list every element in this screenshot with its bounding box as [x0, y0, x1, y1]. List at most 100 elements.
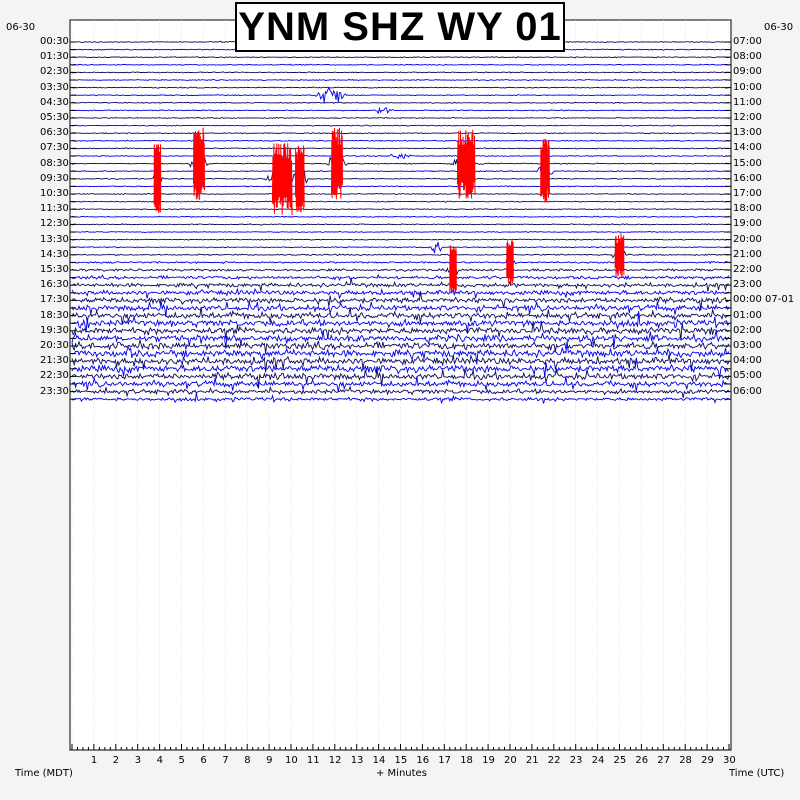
seismic-trace — [71, 200, 730, 203]
seismic-trace — [71, 273, 730, 282]
x-tick-label: 9 — [266, 755, 273, 766]
x-tick-label: 11 — [306, 755, 320, 766]
x-tick-label: 16 — [416, 755, 430, 766]
time-label-mdt: 04:30 — [40, 96, 69, 108]
seismic-trace — [71, 278, 730, 292]
time-label-utc: 07:00 — [733, 36, 762, 47]
highlighted-event — [193, 127, 205, 200]
x-tick-label: 8 — [244, 755, 251, 766]
seismic-trace — [71, 101, 730, 104]
seismic-trace — [71, 321, 730, 341]
time-label-utc: 23:00 — [733, 279, 762, 291]
highlighted-event — [331, 127, 343, 200]
time-label-utc: 18:00 — [733, 203, 762, 215]
highlighted-event — [153, 144, 162, 213]
x-tick-label: 20 — [504, 755, 517, 766]
seismic-trace — [71, 339, 730, 354]
time-label-mdt: 16:30 — [40, 279, 69, 291]
seismic-trace — [72, 223, 730, 226]
time-label-mdt: 06:30 — [40, 127, 69, 139]
time-label-mdt: 03:30 — [40, 81, 69, 93]
time-label-mdt: 18:30 — [40, 309, 69, 321]
time-label-mdt: 09:30 — [40, 172, 69, 184]
time-label-utc: 01:00 — [733, 309, 762, 321]
time-label-utc: 14:00 — [733, 142, 762, 154]
seismic-trace — [72, 185, 730, 188]
x-tick-label: 14 — [372, 755, 386, 766]
time-label-mdt: 13:30 — [40, 233, 69, 245]
x-tick-label: 29 — [701, 755, 714, 766]
seismic-trace — [71, 71, 730, 74]
x-tick-label: 1 — [90, 755, 98, 766]
highlighted-event — [614, 233, 625, 278]
time-label-utc: 15:00 — [733, 157, 762, 169]
seismic-trace — [71, 208, 730, 211]
seismic-trace — [71, 287, 730, 300]
time-label-utc: 05:00 — [733, 370, 762, 382]
seismic-trace — [71, 385, 730, 398]
time-label-utc: 19:00 — [733, 218, 762, 230]
chart-title: YNM SHZ WY 01 — [235, 2, 565, 52]
seismic-trace — [71, 306, 730, 325]
x-tick-label: 25 — [613, 755, 627, 766]
seismic-trace — [71, 340, 730, 365]
time-label-mdt: 07:30 — [40, 142, 69, 154]
time-label-utc: 10:00 — [733, 81, 762, 93]
x-tick-label: 22 — [547, 755, 561, 766]
x-tick-label: 4 — [156, 755, 163, 766]
x-tick-label: 6 — [200, 755, 207, 766]
seismic-trace — [72, 63, 730, 66]
x-axis-label-right: Time (UTC) — [729, 768, 785, 779]
time-label-mdt: 08:30 — [40, 157, 69, 169]
seismic-trace — [71, 159, 730, 178]
highlighted-event — [271, 143, 293, 216]
time-label-mdt: 11:30 — [40, 203, 69, 215]
seismic-trace — [71, 310, 730, 333]
highlighted-event — [456, 129, 476, 199]
time-label-mdt: 05:30 — [40, 112, 69, 123]
time-label-utc: 12:00 — [733, 112, 762, 123]
time-label-mdt: 23:30 — [40, 385, 69, 397]
x-axis-title: + Minutes — [376, 768, 427, 779]
time-label-mdt: 10:30 — [40, 188, 69, 199]
x-tick-label: 30 — [723, 755, 736, 766]
x-tick-label: 10 — [285, 755, 298, 766]
seismic-trace — [71, 215, 730, 218]
x-tick-label: 24 — [591, 755, 605, 766]
x-tick-label: 2 — [112, 755, 120, 766]
time-label-mdt: 15:30 — [40, 264, 69, 275]
seismic-trace — [71, 192, 729, 196]
time-label-mdt: 01:30 — [40, 51, 69, 63]
time-label-mdt: 12:30 — [40, 218, 69, 230]
seismic-trace — [71, 106, 730, 115]
x-tick-label: 13 — [350, 755, 364, 766]
time-label-mdt: 14:30 — [40, 248, 69, 260]
x-tick-label: 12 — [328, 755, 342, 766]
axis-ticks — [70, 41, 731, 750]
seismic-trace — [71, 146, 729, 179]
seismic-trace — [71, 301, 730, 317]
seismic-trace — [71, 353, 730, 373]
seismic-trace — [71, 167, 730, 193]
highlighted-event — [506, 240, 514, 285]
time-label-utc: 09:00 — [733, 66, 762, 78]
time-label-mdt: 20:30 — [40, 340, 69, 351]
time-label-utc: 13:00 — [733, 127, 762, 139]
seismic-trace — [71, 147, 730, 150]
time-label-utc: 00:00 07-01 — [733, 294, 795, 306]
x-tick-label: 26 — [635, 755, 649, 766]
seismic-trace — [71, 153, 729, 160]
seismic-trace — [71, 139, 730, 142]
x-tick-label: 15 — [394, 755, 408, 766]
x-tick-label: 5 — [178, 755, 185, 766]
seismic-trace — [72, 124, 730, 127]
seismic-trace — [72, 78, 730, 82]
x-tick-label: 23 — [569, 755, 583, 766]
x-tick-label: 27 — [657, 755, 671, 766]
x-tick-label: 3 — [134, 755, 142, 766]
time-label-utc: 17:00 — [733, 188, 762, 199]
seismic-trace — [71, 330, 730, 349]
time-label-utc: 21:00 — [733, 248, 762, 260]
time-label-mdt: 00:30 — [40, 36, 69, 47]
